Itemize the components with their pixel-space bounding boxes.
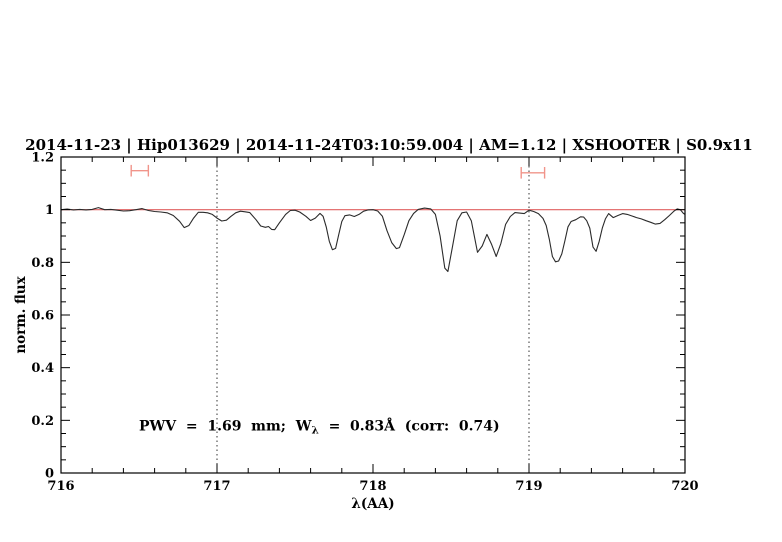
y-tick-label: 0.2 [31, 414, 54, 429]
x-tick-label: 719 [515, 479, 542, 494]
y-tick-label: 1.2 [31, 151, 54, 166]
y-axis-label: norm. flux [13, 275, 29, 353]
x-axis-label: λ(AA) [351, 496, 394, 512]
y-tick-label: 1 [45, 203, 54, 218]
pwv-annotation-pre: PWV = 1.69 mm; W [139, 419, 312, 435]
pwv-annotation-post: = 0.83Å (corr: 0.74) [319, 417, 500, 435]
x-tick-label: 720 [671, 479, 698, 494]
axis-ticks-layer: 716 717 718 719 720 0 0.2 0.4 0.6 0.8 1 1.2 [31, 151, 698, 495]
spectrum-line [60, 207, 686, 273]
x-tick-label: 717 [203, 479, 230, 494]
pwv-annotation-sub: λ [311, 425, 318, 437]
x-tick-label: 716 [47, 479, 74, 494]
y-tick-label: 0.8 [31, 256, 54, 271]
plot-title: 2014-11-23 | Hip013629 | 2014-11-24T03:1… [25, 136, 753, 154]
x-tick-label: 718 [359, 479, 386, 494]
plot-data-layer [60, 157, 686, 473]
y-tick-label: 0.6 [31, 309, 54, 324]
pwv-annotation: PWV = 1.69 mm; Wλ = 0.83Å (corr: 0.74) [139, 417, 500, 437]
y-tick-label: 0.4 [31, 361, 54, 376]
y-tick-label: 0 [45, 467, 54, 482]
